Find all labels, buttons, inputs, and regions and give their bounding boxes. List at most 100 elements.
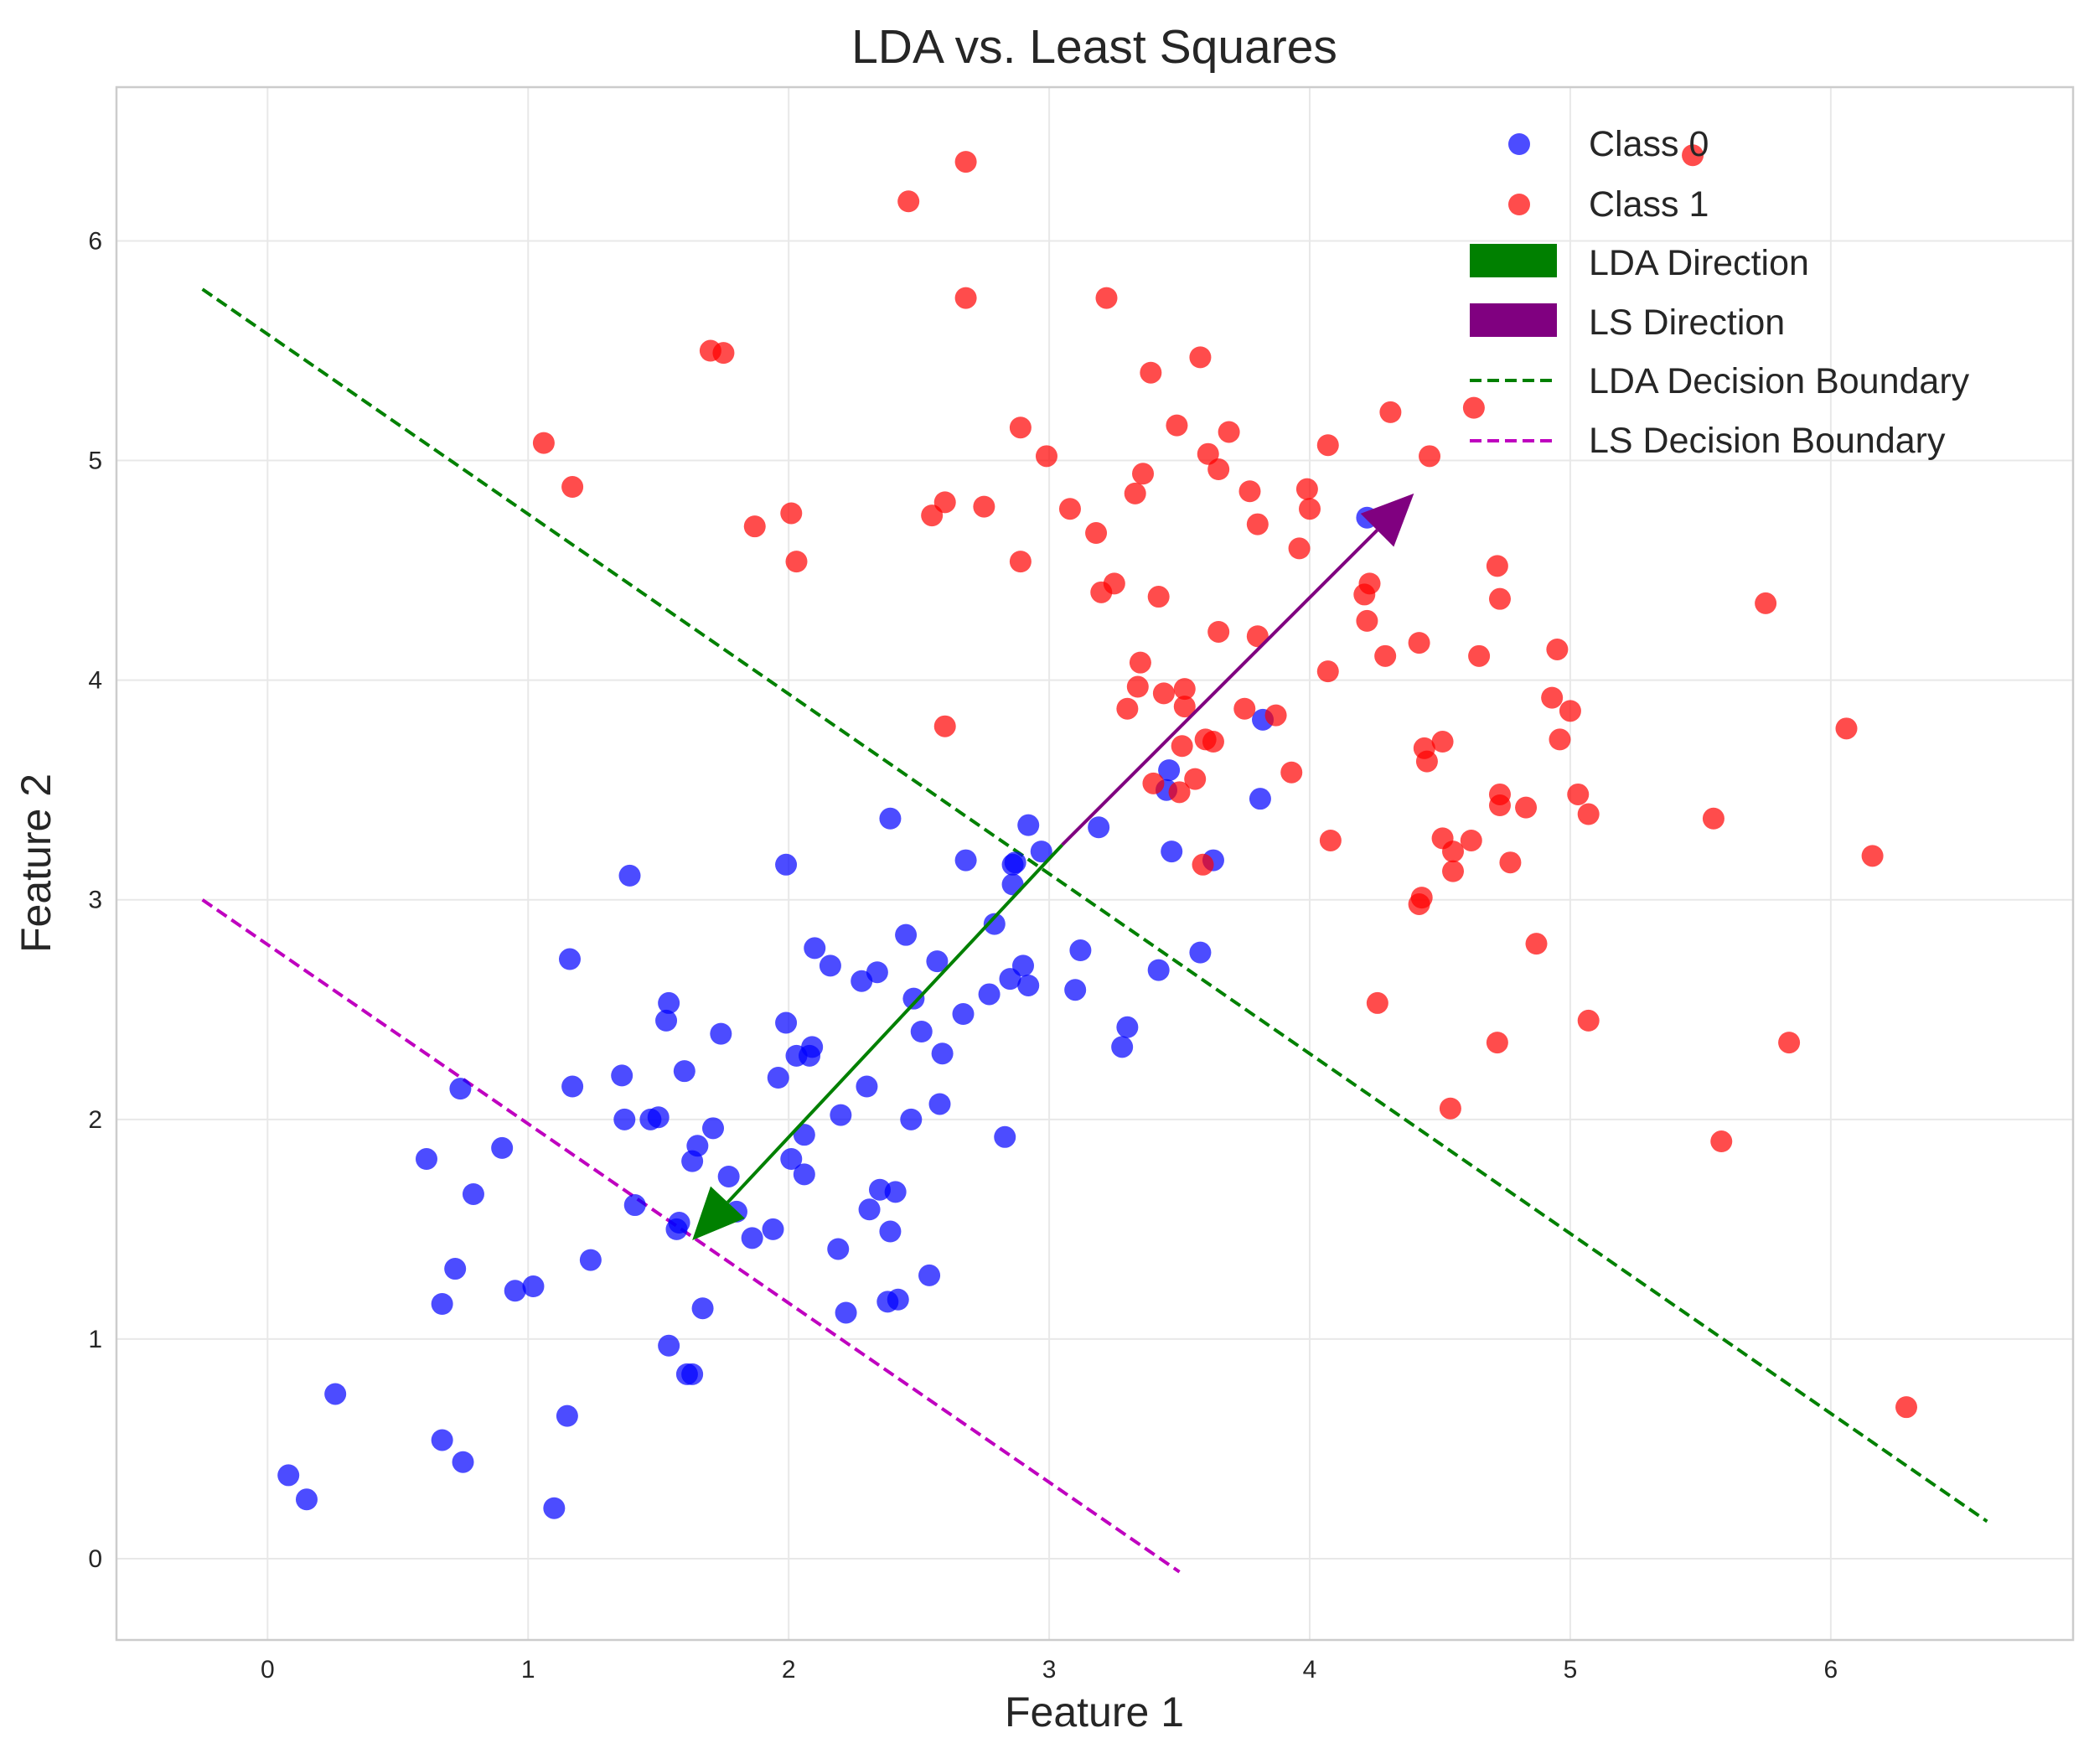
lda-direction-arrow-head [692, 1186, 745, 1240]
class-1-point-96 [1778, 1032, 1801, 1054]
class-0-point-0 [277, 1464, 300, 1487]
class-1-point-99 [1895, 1396, 1918, 1419]
class-0-point-49 [801, 1036, 824, 1058]
class-1-point-11 [954, 151, 977, 173]
class-1-point-76 [1468, 644, 1491, 667]
legend-label-class-1: Class 1 [1589, 184, 1709, 225]
class-0-point-61 [879, 1220, 902, 1243]
class-0-point-20 [618, 864, 641, 887]
class-0-point-19 [613, 1108, 636, 1130]
plot-frame [115, 85, 2075, 1642]
class-0-point-51 [819, 954, 841, 977]
class-0-point-46 [793, 1124, 815, 1146]
class-0-point-44 [780, 1148, 803, 1171]
ls-direction-arrow-shaft [1061, 529, 1378, 846]
class-1-point-44 [1218, 421, 1240, 443]
class-1-point-62 [1379, 401, 1402, 423]
class-0-point-57 [858, 1198, 881, 1221]
class-1-point-48 [1246, 625, 1269, 648]
class-1-point-87 [1549, 728, 1571, 751]
class-1-point-91 [1577, 1009, 1600, 1032]
class-0-point-16 [561, 1075, 584, 1098]
ls-decision-boundary-line [201, 898, 1181, 1574]
class-0-point-11 [504, 1280, 526, 1302]
class-0-point-18 [611, 1064, 633, 1087]
class-1-point-53 [1299, 498, 1321, 520]
class-0-point-82 [1011, 954, 1034, 977]
class-0-point-89 [1111, 1036, 1134, 1058]
class-0-point-36 [710, 1022, 732, 1045]
legend-label-ls-boundary: LS Decision Boundary [1589, 421, 1946, 461]
class-1-point-0 [532, 432, 555, 454]
x-tick-label-5: 5 [1564, 1656, 1578, 1684]
class-1-point-15 [1009, 551, 1032, 573]
class-0-point-1 [295, 1488, 318, 1511]
class-0-point-73 [952, 1003, 975, 1026]
class-0-point-8 [452, 1451, 474, 1473]
legend-label-class-0: Class 0 [1589, 124, 1709, 164]
class-0-point-94 [1161, 841, 1183, 863]
class-0-point-69 [918, 1264, 941, 1286]
class-1-point-79 [1488, 587, 1511, 610]
class-0-point-83 [1017, 974, 1040, 996]
class-1-point-86 [1546, 638, 1569, 660]
lda-direction-arrow [692, 843, 1064, 1240]
class-0-point-74 [954, 849, 977, 872]
class-1-point-81 [1488, 794, 1511, 817]
class-1-point-84 [1525, 933, 1548, 955]
class-1-points [532, 144, 1918, 1419]
legend-label-lda-direction: LDA Direction [1589, 243, 1809, 283]
class-1-point-34 [1173, 678, 1196, 701]
y-tick-label-3: 3 [88, 887, 102, 914]
class-1-point-74 [1460, 829, 1482, 851]
class-1-point-72 [1442, 841, 1465, 863]
class-0-point-66 [900, 1108, 923, 1130]
y-tick-label-1: 1 [88, 1326, 102, 1353]
class-1-point-78 [1486, 1032, 1508, 1054]
class-1-point-71 [1439, 1097, 1461, 1120]
class-0-point-68 [910, 1021, 933, 1043]
class-1-point-7 [897, 190, 920, 213]
class-0-point-65 [895, 923, 918, 946]
class-0-point-25 [658, 991, 680, 1014]
class-1-point-52 [1295, 478, 1318, 500]
class-1-point-9 [933, 491, 956, 514]
class-0-point-12 [522, 1275, 545, 1298]
class-0-point-72 [931, 1042, 954, 1065]
class-1-point-77 [1486, 555, 1508, 577]
class-0-point-85 [1030, 841, 1052, 863]
class-1-point-75 [1462, 396, 1485, 419]
legend: Class 0 Class 1 LDA Direction LS Directi… [1470, 124, 1970, 461]
class-1-point-41 [1202, 731, 1224, 753]
plot-area [116, 87, 2073, 1640]
class-1-point-70 [1431, 731, 1454, 753]
class-0-point-10 [491, 1136, 514, 1159]
class-1-point-68 [1419, 445, 1441, 468]
class-1-point-36 [1184, 768, 1207, 790]
class-0-point-42 [775, 1011, 798, 1034]
class-1-point-73 [1442, 860, 1465, 882]
class-1-point-17 [1058, 498, 1081, 520]
class-1-point-23 [1124, 482, 1146, 504]
class-1-point-61 [1374, 644, 1397, 667]
class-1-point-51 [1288, 537, 1311, 560]
class-0-point-24 [655, 1009, 678, 1032]
ls-direction-arrow-head [1360, 493, 1414, 547]
class-0-point-76 [983, 913, 1006, 935]
lda-direction-arrow-shaft [726, 843, 1064, 1204]
y-axis-label: Feature 2 [13, 773, 59, 953]
class-0-point-95 [1189, 941, 1212, 964]
class-1-point-13 [973, 495, 995, 518]
class-1-point-1 [561, 476, 584, 499]
class-0-point-56 [856, 1075, 878, 1098]
class-1-point-83 [1515, 796, 1538, 819]
class-0-point-70 [926, 950, 949, 973]
class-1-point-92 [1682, 144, 1704, 167]
class-1-point-12 [954, 287, 977, 309]
class-1-point-31 [1166, 414, 1188, 437]
class-1-point-43 [1207, 620, 1230, 643]
grid-layer [116, 87, 2073, 1640]
class-0-point-13 [543, 1497, 566, 1519]
